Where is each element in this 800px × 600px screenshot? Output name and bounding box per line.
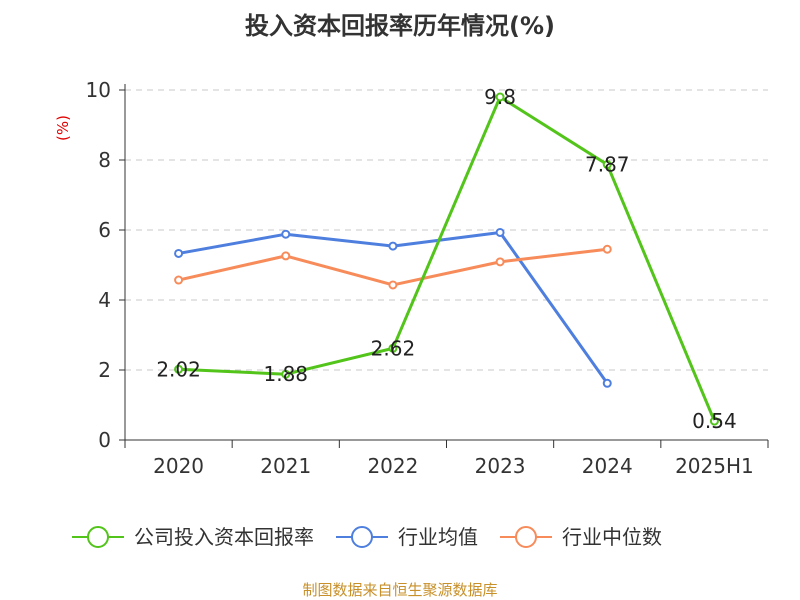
- data-point: [281, 251, 291, 261]
- y-tick-label: 2: [98, 358, 111, 382]
- data-point: [495, 227, 505, 237]
- legend: 公司投入资本回报率 行业均值 行业中位数: [72, 525, 662, 549]
- data-point: [388, 343, 398, 353]
- data-point: [709, 416, 719, 426]
- data-point: [174, 275, 184, 285]
- data-point: [495, 92, 505, 102]
- axes: 0 2 4 6 8 10 2020 2021 2022 2023 2024 2025H1: [86, 78, 769, 478]
- data-point: [174, 364, 184, 374]
- y-tick-label: 0: [98, 428, 111, 452]
- legend-item-1: 行业均值: [336, 525, 478, 549]
- chart-title: 投入资本回报率历年情况(%): [245, 12, 555, 40]
- data-point: [281, 229, 291, 239]
- data-point: [602, 378, 612, 388]
- x-tick-label: 2025H1: [675, 454, 754, 478]
- data-point: [602, 160, 612, 170]
- x-tick-label: 2024: [582, 454, 633, 478]
- series-2: [174, 244, 612, 290]
- legend-label: 行业均值: [398, 525, 478, 549]
- y-tick-label: 4: [98, 288, 111, 312]
- data-point: [495, 257, 505, 267]
- data-label: 1.88: [263, 362, 308, 386]
- data-point: [174, 248, 184, 258]
- grid-lines: [125, 89, 768, 371]
- y-tick-label: 10: [86, 78, 111, 102]
- legend-marker: [351, 526, 373, 548]
- data-label: 2.02: [156, 357, 201, 381]
- legend-label: 行业中位数: [562, 525, 662, 549]
- series-1: [174, 227, 612, 388]
- source-note: 制图数据来自恒生聚源数据库: [302, 581, 497, 599]
- data-label: 7.87: [585, 153, 630, 177]
- x-tick-label: 2023: [475, 454, 526, 478]
- y-tick-label: 8: [98, 148, 111, 172]
- legend-item-2: 行业中位数: [500, 525, 662, 549]
- x-tick-label: 2020: [153, 454, 204, 478]
- series-line: [178, 95, 716, 422]
- legend-marker: [87, 526, 109, 548]
- legend-item-0: 公司投入资本回报率: [72, 525, 314, 549]
- series-lines: [174, 92, 719, 426]
- data-point: [388, 280, 398, 290]
- series-line: [178, 247, 608, 287]
- data-point: [388, 241, 398, 251]
- legend-marker: [515, 526, 537, 548]
- legend-label: 公司投入资本回报率: [134, 525, 314, 549]
- data-labels: 2.02 1.88 2.62 9.8 7.87 0.54: [156, 85, 736, 433]
- data-label: 9.8: [484, 85, 516, 109]
- data-label: 0.54: [692, 409, 737, 433]
- series-0: [174, 92, 719, 426]
- y-axis-label: (%): [54, 115, 72, 141]
- x-tick-label: 2021: [260, 454, 311, 478]
- data-point: [281, 369, 291, 379]
- data-label: 2.62: [371, 336, 416, 360]
- data-point: [602, 244, 612, 254]
- x-tick-label: 2022: [367, 454, 418, 478]
- y-tick-label: 6: [98, 218, 111, 242]
- series-line: [178, 230, 609, 385]
